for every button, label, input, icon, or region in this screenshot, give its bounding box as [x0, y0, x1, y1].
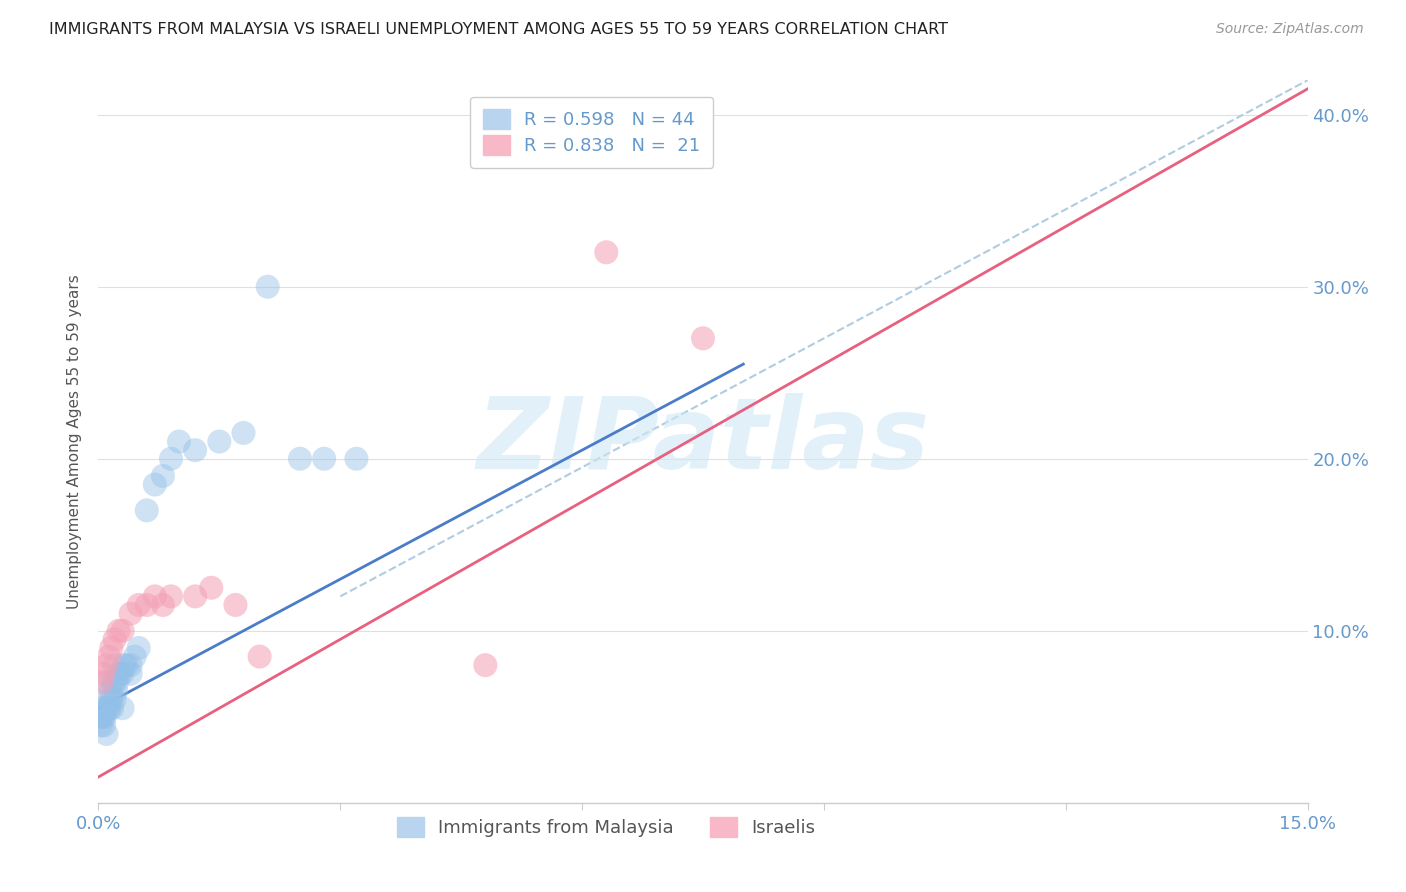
Point: [103, 658, 125, 673]
Point: [107, 666, 129, 681]
Point: [128, 640, 150, 655]
Point: [93, 718, 115, 732]
Point: [128, 598, 150, 612]
Point: [160, 451, 183, 466]
Point: [224, 598, 246, 612]
Point: [111, 666, 134, 681]
Point: [111, 624, 134, 638]
Point: [120, 607, 142, 621]
Point: [160, 590, 183, 604]
Point: [135, 598, 157, 612]
Point: [96, 727, 118, 741]
Point: [96, 658, 118, 673]
Point: [97, 692, 120, 706]
Y-axis label: Unemployment Among Ages 55 to 59 years: Unemployment Among Ages 55 to 59 years: [67, 274, 83, 609]
Point: [288, 451, 311, 466]
Point: [103, 692, 125, 706]
Point: [101, 675, 124, 690]
Point: [692, 331, 714, 345]
Point: [256, 279, 278, 293]
Text: ZIPatlas: ZIPatlas: [477, 393, 929, 490]
Point: [107, 624, 129, 638]
Point: [96, 701, 118, 715]
Legend: Immigrants from Malaysia, Israelis: Immigrants from Malaysia, Israelis: [389, 810, 823, 845]
Point: [112, 658, 135, 673]
Point: [124, 649, 146, 664]
Point: [184, 590, 207, 604]
Point: [100, 640, 122, 655]
Point: [108, 666, 131, 681]
Point: [96, 675, 118, 690]
Point: [200, 581, 222, 595]
Point: [103, 632, 125, 647]
Point: [232, 425, 254, 440]
Point: [135, 503, 157, 517]
Point: [89, 710, 111, 724]
Point: [208, 434, 231, 449]
Point: [115, 658, 138, 673]
Point: [90, 675, 112, 690]
Point: [105, 675, 128, 690]
Point: [167, 434, 190, 449]
Point: [90, 718, 112, 732]
Point: [91, 666, 114, 681]
Point: [100, 684, 122, 698]
Point: [120, 658, 142, 673]
Point: [105, 684, 128, 698]
Point: [184, 443, 207, 458]
Text: IMMIGRANTS FROM MALAYSIA VS ISRAELI UNEMPLOYMENT AMONG AGES 55 TO 59 YEARS CORRE: IMMIGRANTS FROM MALAYSIA VS ISRAELI UNEM…: [49, 22, 948, 37]
Point: [111, 701, 134, 715]
Point: [143, 477, 166, 491]
Point: [120, 666, 142, 681]
Point: [101, 701, 124, 715]
Point: [98, 701, 121, 715]
Point: [90, 710, 112, 724]
Text: Source: ZipAtlas.com: Source: ZipAtlas.com: [1216, 22, 1364, 37]
Point: [595, 245, 617, 260]
Point: [152, 598, 174, 612]
Point: [249, 649, 271, 664]
Point: [91, 701, 114, 715]
Point: [97, 701, 120, 715]
Point: [314, 451, 336, 466]
Point: [152, 469, 174, 483]
Point: [100, 692, 122, 706]
Point: [97, 649, 120, 664]
Point: [344, 451, 367, 466]
Point: [474, 658, 496, 673]
Point: [91, 710, 114, 724]
Point: [143, 590, 166, 604]
Point: [94, 710, 117, 724]
Point: [103, 675, 125, 690]
